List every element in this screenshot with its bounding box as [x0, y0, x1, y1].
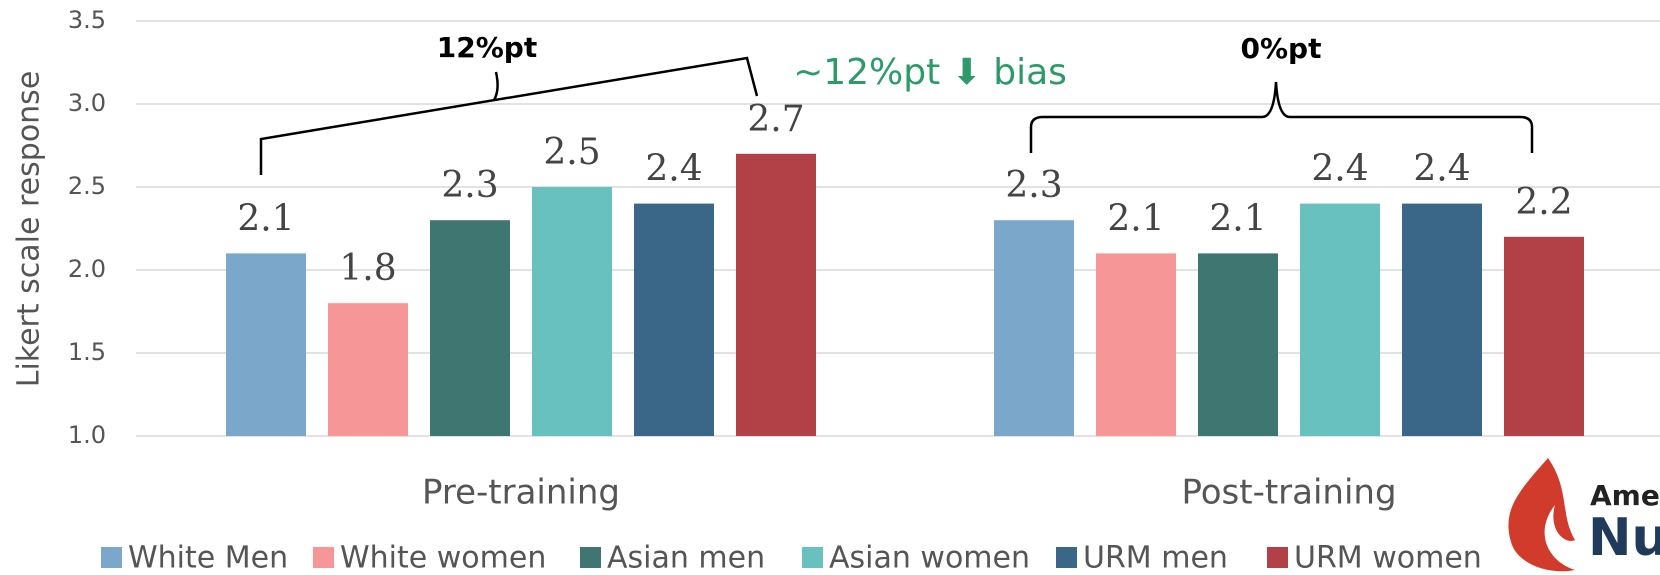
bar — [1402, 203, 1482, 436]
y-tick-label: 2.0 — [68, 255, 106, 283]
legend-label: Asian women — [829, 541, 1030, 575]
bar — [634, 203, 714, 436]
data-label: 2.1 — [1209, 198, 1266, 239]
data-label: 2.1 — [1107, 198, 1164, 239]
legend-swatch — [1056, 547, 1077, 568]
bar — [226, 253, 306, 436]
annotation: ~12%pt ⬇ bias — [793, 52, 1067, 93]
bar — [532, 187, 612, 436]
legend-swatch — [1267, 547, 1288, 568]
bar — [328, 303, 408, 436]
data-label: 2.4 — [1311, 149, 1368, 190]
data-label: 2.4 — [645, 149, 702, 190]
legend-swatch — [580, 547, 601, 568]
y-tick-label: 1.0 — [68, 421, 106, 449]
bar — [1300, 203, 1380, 436]
logo-flame — [1508, 458, 1575, 572]
data-label: 2.3 — [441, 165, 498, 206]
x-tick-label: Pre-training — [422, 473, 620, 513]
legend-swatch — [101, 547, 122, 568]
logo-text: Ame — [1590, 479, 1660, 512]
legend-swatch — [313, 547, 334, 568]
y-tick-label: 3.5 — [68, 6, 106, 34]
legend-swatch — [802, 547, 823, 568]
bracket — [492, 71, 499, 101]
data-label: 2.7 — [747, 99, 804, 140]
data-label: 2.4 — [1413, 149, 1470, 190]
legend-label: URM women — [1294, 541, 1482, 575]
legend-label: White women — [340, 541, 546, 575]
data-label: 2.3 — [1005, 165, 1062, 206]
bar — [994, 220, 1074, 436]
data-label: 2.2 — [1515, 182, 1572, 223]
y-axis-label: Likert scale response — [12, 71, 47, 388]
legend-label: Asian men — [607, 541, 765, 575]
bar — [1198, 253, 1278, 436]
bar — [1096, 253, 1176, 436]
x-tick-label: Post-training — [1181, 473, 1396, 513]
annotation: 12%pt — [437, 31, 537, 64]
bracket — [259, 56, 759, 175]
bar — [1504, 236, 1584, 436]
legend-label: White Men — [128, 541, 288, 575]
legend-label: URM men — [1083, 541, 1228, 575]
data-label: 1.8 — [339, 248, 396, 289]
annotation: 0%pt — [1241, 32, 1322, 65]
data-label: 2.5 — [543, 132, 600, 173]
bar — [430, 220, 510, 436]
logo-text: Nu — [1588, 508, 1660, 568]
data-label: 2.1 — [237, 198, 294, 239]
y-tick-label: 1.5 — [68, 338, 106, 366]
bar — [736, 153, 816, 437]
y-tick-label: 2.5 — [68, 172, 106, 200]
bracket — [1029, 81, 1534, 153]
y-tick-label: 3.0 — [68, 89, 106, 117]
